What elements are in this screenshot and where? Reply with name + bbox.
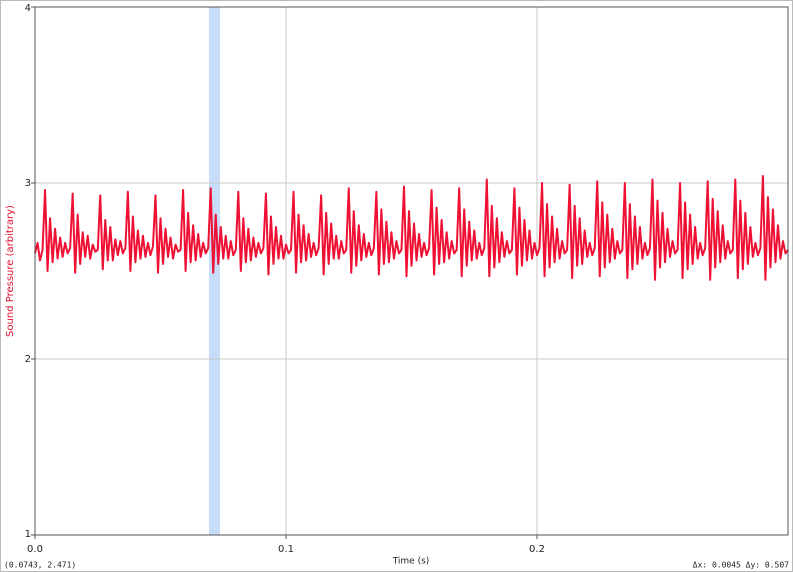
waveform-line: [34, 174, 789, 281]
x-axis-label: Time (s): [392, 557, 430, 567]
x-tick-label: 0.0: [27, 544, 43, 555]
x-tick-label: 0.1: [278, 544, 294, 555]
y-tick-label: 2: [25, 354, 31, 365]
x-tick-label: 0.2: [529, 544, 545, 555]
selection-band: [208, 7, 220, 535]
y-tick-label: 3: [25, 178, 31, 189]
cursor-readout: (0.0743, 2.471): [4, 561, 76, 570]
y-tick-label: 4: [25, 3, 31, 14]
y-tick-label: 1: [25, 529, 31, 540]
delta-readout: Δx: 0.0045 Δy: 0.507: [693, 561, 790, 570]
plot-area[interactable]: [35, 7, 788, 535]
plot-border: [34, 6, 789, 536]
y-axis-label: Sound Pressure (arbitrary): [5, 205, 16, 337]
